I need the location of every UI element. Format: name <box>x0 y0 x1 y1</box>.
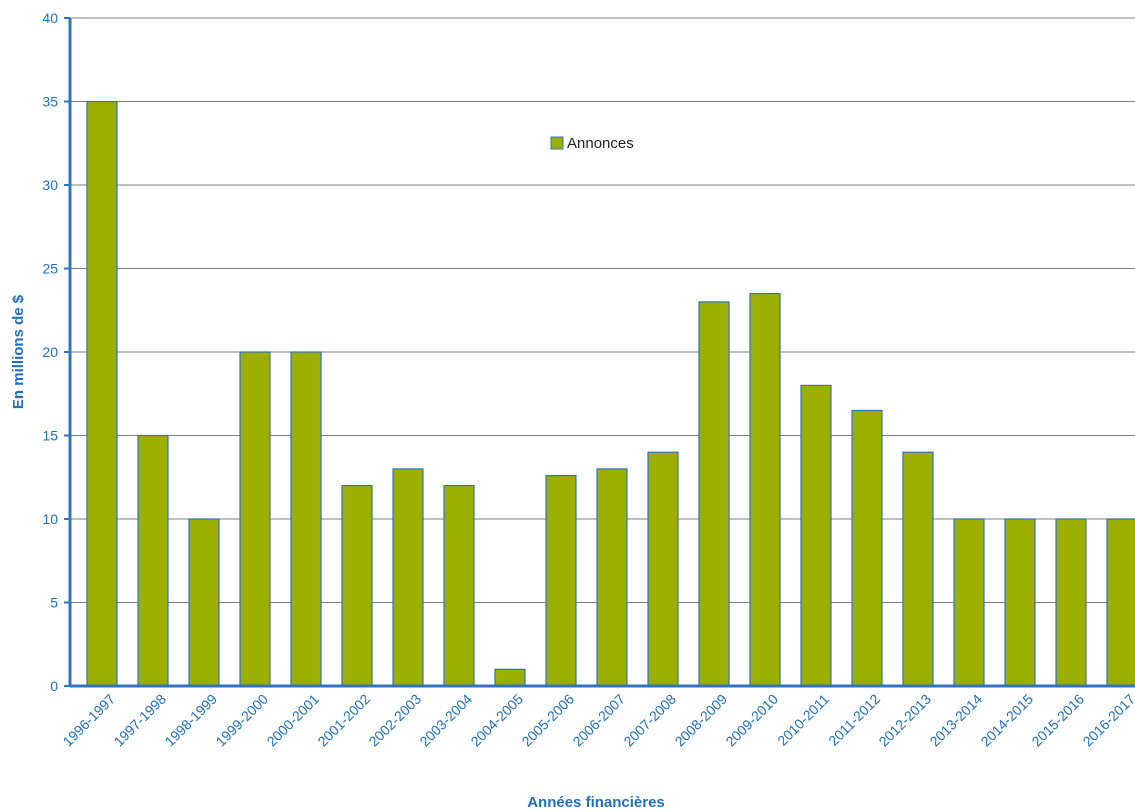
y-axis-title: En millions de $ <box>10 294 27 409</box>
x-tick-label: 1999-2000 <box>212 691 271 750</box>
bar <box>596 468 628 687</box>
y-tick-label: 20 <box>42 344 58 360</box>
x-tick-label: 2001-2002 <box>314 691 373 750</box>
y-tick-label: 25 <box>42 261 58 277</box>
x-tick-label: 2015-2016 <box>1028 691 1087 750</box>
bar <box>698 301 730 687</box>
x-tick-label: 2004-2005 <box>467 691 526 750</box>
bars <box>86 100 1135 687</box>
bar <box>239 351 271 687</box>
x-tick-label: 1997-1998 <box>110 691 169 750</box>
x-tick-label: 2006-2007 <box>569 691 628 750</box>
bar <box>902 451 934 687</box>
y-tick-label: 35 <box>42 94 58 110</box>
x-tick-label: 2007-2008 <box>620 691 679 750</box>
y-tick-label: 5 <box>50 595 58 611</box>
legend: Annonces <box>550 135 634 152</box>
bar <box>749 292 781 687</box>
bar <box>494 668 526 687</box>
legend-label: Annonces <box>567 135 634 152</box>
bar <box>851 409 883 687</box>
bar <box>188 518 220 687</box>
x-axis-title: Années financières <box>527 794 665 811</box>
x-tick-labels: 1996-19971997-19981998-19991999-20002000… <box>59 691 1135 750</box>
bar <box>1106 518 1135 687</box>
bar <box>290 351 322 687</box>
y-tick-label: 10 <box>42 511 58 527</box>
y-tick-label: 0 <box>50 678 58 694</box>
x-tick-label: 2011-2012 <box>825 691 883 749</box>
x-tick-label: 2014-2015 <box>977 691 1036 750</box>
x-tick-label: 2012-2013 <box>875 691 934 750</box>
x-tick-label: 2010-2011 <box>774 691 832 749</box>
bar <box>86 100 118 687</box>
axes <box>64 17 1135 688</box>
x-tick-label: 2005-2006 <box>518 691 577 750</box>
bar <box>647 451 679 687</box>
bar <box>392 468 424 687</box>
bar <box>800 384 832 687</box>
x-tick-label: 2000-2001 <box>263 691 322 750</box>
x-tick-label: 2009-2010 <box>722 691 781 750</box>
x-tick-label: 2013-2014 <box>926 691 985 750</box>
bar <box>443 485 475 687</box>
y-tick-label: 40 <box>42 10 58 26</box>
x-tick-label: 2002-2003 <box>365 691 424 750</box>
bar <box>341 485 373 687</box>
x-tick-label: 1998-1999 <box>161 691 220 750</box>
bar <box>137 434 169 687</box>
y-tick-label: 15 <box>42 428 58 444</box>
bar <box>1004 518 1036 687</box>
y-tick-label: 30 <box>42 177 58 193</box>
bar <box>953 518 985 687</box>
bar <box>1055 518 1087 687</box>
x-tick-label: 2008-2009 <box>671 691 730 750</box>
x-tick-label: 2016-2017 <box>1079 691 1135 750</box>
bar <box>545 474 577 687</box>
legend-swatch <box>550 136 564 150</box>
x-tick-label: 1996-1997 <box>59 691 118 750</box>
x-tick-label: 2003-2004 <box>416 691 475 750</box>
y-tick-labels: 0 5 10 15 20 25 30 35 40 <box>42 10 58 694</box>
